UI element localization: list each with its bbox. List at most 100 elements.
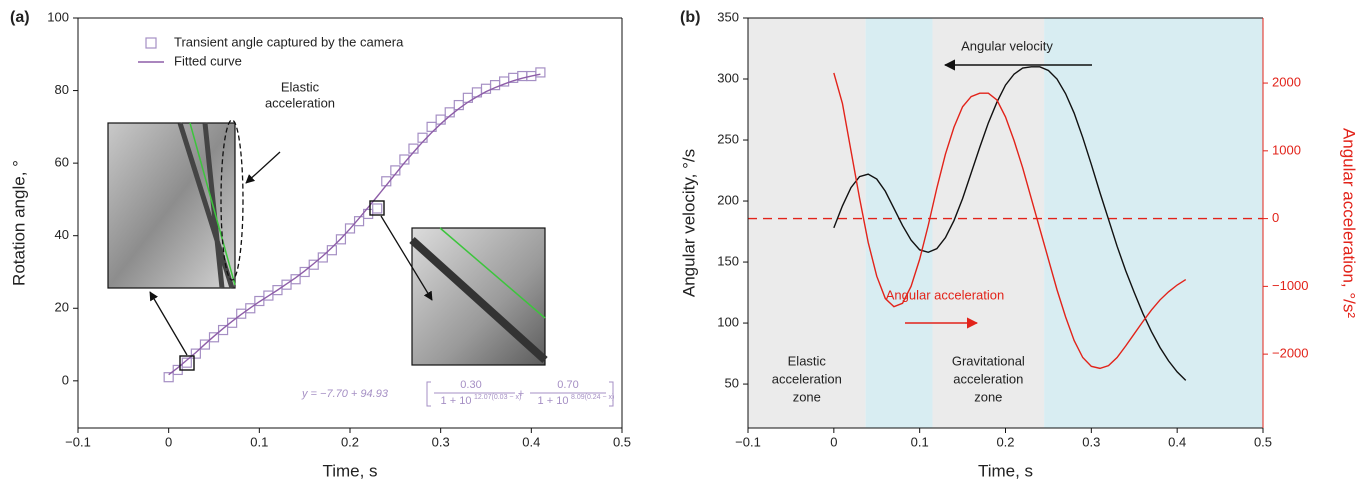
series-line bbox=[833, 66, 1187, 381]
panel-label: (b) bbox=[680, 9, 700, 26]
data-point bbox=[535, 67, 546, 78]
panel-a: −0.1 0 0.1 0.2 0.3 0.4 0.5 0 20 40 60 80 100 Time, s R… bbox=[9, 9, 631, 480]
zone-label: zone bbox=[793, 389, 821, 404]
equation-exp: 8.09(0.24 − x) bbox=[571, 394, 614, 401]
data-point bbox=[426, 121, 437, 132]
legend-label: Transient angle captured by the camera bbox=[174, 34, 404, 49]
equation-num: 0.70 bbox=[557, 379, 578, 391]
zone-label: acceleration bbox=[953, 371, 1023, 386]
zone-label: zone bbox=[974, 389, 1002, 404]
equation: y = −7.70 + 94.93 0.30 1 + 10 12.07(0.03… bbox=[301, 379, 614, 407]
panel-b: Elastic acceleration zone Gravitational acce… bbox=[679, 9, 1358, 480]
y2-tick-label: 0 bbox=[1272, 210, 1279, 225]
equation-den: 1 + 10 bbox=[538, 395, 569, 407]
y-tick-label: 100 bbox=[47, 9, 69, 24]
x-tick-label: 0.1 bbox=[250, 434, 268, 449]
zone bbox=[932, 18, 1045, 428]
ellipse bbox=[220, 119, 244, 281]
data-point bbox=[299, 266, 310, 278]
data-point bbox=[335, 234, 347, 245]
zone-label: Elastic bbox=[788, 353, 827, 368]
series-label: Angular velocity bbox=[961, 38, 1053, 53]
y2-tick-label: −1000 bbox=[1272, 278, 1309, 293]
y-tick-label: 40 bbox=[55, 227, 69, 242]
y-tick-label: 60 bbox=[55, 155, 69, 170]
data-point bbox=[290, 274, 301, 285]
y-tick-label: 20 bbox=[55, 300, 69, 315]
data-point bbox=[281, 279, 292, 290]
data-point bbox=[372, 203, 383, 214]
data-point bbox=[308, 259, 319, 270]
arrow bbox=[380, 215, 433, 301]
arrow bbox=[149, 291, 188, 356]
y-tick-label: 250 bbox=[717, 131, 739, 146]
x-tick-label: 0.2 bbox=[341, 434, 359, 449]
y-tick-label: 0 bbox=[62, 372, 69, 387]
data-point bbox=[435, 114, 446, 125]
x-tick-label: −0.1 bbox=[735, 434, 761, 449]
x-tick-label: 0.1 bbox=[911, 434, 929, 449]
zone-label: Gravitational bbox=[952, 353, 1025, 368]
annotation: acceleration bbox=[265, 95, 335, 110]
data-point bbox=[399, 154, 410, 165]
annotation: Elastic bbox=[281, 79, 320, 94]
y-tick-label: 50 bbox=[725, 376, 739, 391]
x-tick-label: 0.2 bbox=[996, 434, 1014, 449]
equation-lhs: y = −7.70 + 94.93 bbox=[301, 388, 389, 400]
y2-tick-label: −2000 bbox=[1272, 346, 1309, 361]
x-axis-title: Time, s bbox=[322, 461, 377, 480]
highlight-box bbox=[369, 200, 385, 216]
data-point bbox=[353, 216, 365, 227]
data-point bbox=[227, 317, 238, 328]
y2-tick-label: 1000 bbox=[1272, 142, 1301, 157]
data-point bbox=[208, 332, 220, 343]
inset-detail bbox=[189, 122, 236, 286]
y2-tick-label: 2000 bbox=[1272, 74, 1301, 89]
data-point bbox=[254, 295, 265, 307]
data-point bbox=[417, 132, 428, 143]
data-point bbox=[199, 339, 211, 350]
equation-joiner: + bbox=[518, 388, 524, 400]
equation-exp: 12.07(0.03 − x) bbox=[474, 394, 521, 401]
x-tick-label: 0.3 bbox=[432, 434, 450, 449]
data-point bbox=[272, 285, 283, 296]
y-axis-title: Angular velocity, °/s bbox=[679, 149, 698, 297]
data-point bbox=[344, 223, 356, 234]
y-tick-label: 350 bbox=[717, 9, 739, 24]
y-axis-title: Rotation angle, ° bbox=[9, 160, 28, 286]
bracket bbox=[426, 381, 614, 407]
series-label: Angular acceleration bbox=[886, 287, 1005, 302]
insets: Elastic acceleration bbox=[107, 79, 548, 371]
data-point bbox=[236, 308, 247, 319]
arrow bbox=[245, 151, 281, 184]
data-point bbox=[217, 324, 229, 336]
zone-label: acceleration bbox=[772, 371, 842, 386]
y-tick-label: 200 bbox=[717, 192, 739, 207]
y2-axis-title: Angular acceleration, °/s² bbox=[1340, 128, 1359, 318]
data-point bbox=[245, 303, 256, 314]
x-axis-title: Time, s bbox=[978, 461, 1033, 480]
legend-marker bbox=[145, 37, 157, 49]
annotations-b: Angular velocity Angular acceleration bbox=[886, 38, 1092, 329]
equation-num: 0.30 bbox=[460, 379, 481, 391]
inset-detail bbox=[409, 237, 548, 363]
zone bbox=[1044, 18, 1263, 428]
x-tick-label: 0 bbox=[830, 434, 837, 449]
data-point bbox=[326, 245, 337, 256]
inset-detail bbox=[439, 227, 546, 319]
y-tick-label: 300 bbox=[717, 70, 739, 85]
panel-label: (a) bbox=[10, 9, 30, 26]
zone bbox=[865, 18, 933, 428]
data-point bbox=[317, 252, 328, 263]
zone bbox=[748, 18, 866, 428]
data-point bbox=[263, 290, 274, 301]
data-point bbox=[363, 208, 374, 220]
data-point bbox=[181, 357, 192, 368]
data-point bbox=[190, 348, 201, 359]
series-line bbox=[833, 72, 1187, 370]
y-tick-label: 100 bbox=[717, 314, 739, 329]
highlight-box bbox=[179, 355, 195, 371]
y-tick-label: 80 bbox=[55, 82, 69, 97]
